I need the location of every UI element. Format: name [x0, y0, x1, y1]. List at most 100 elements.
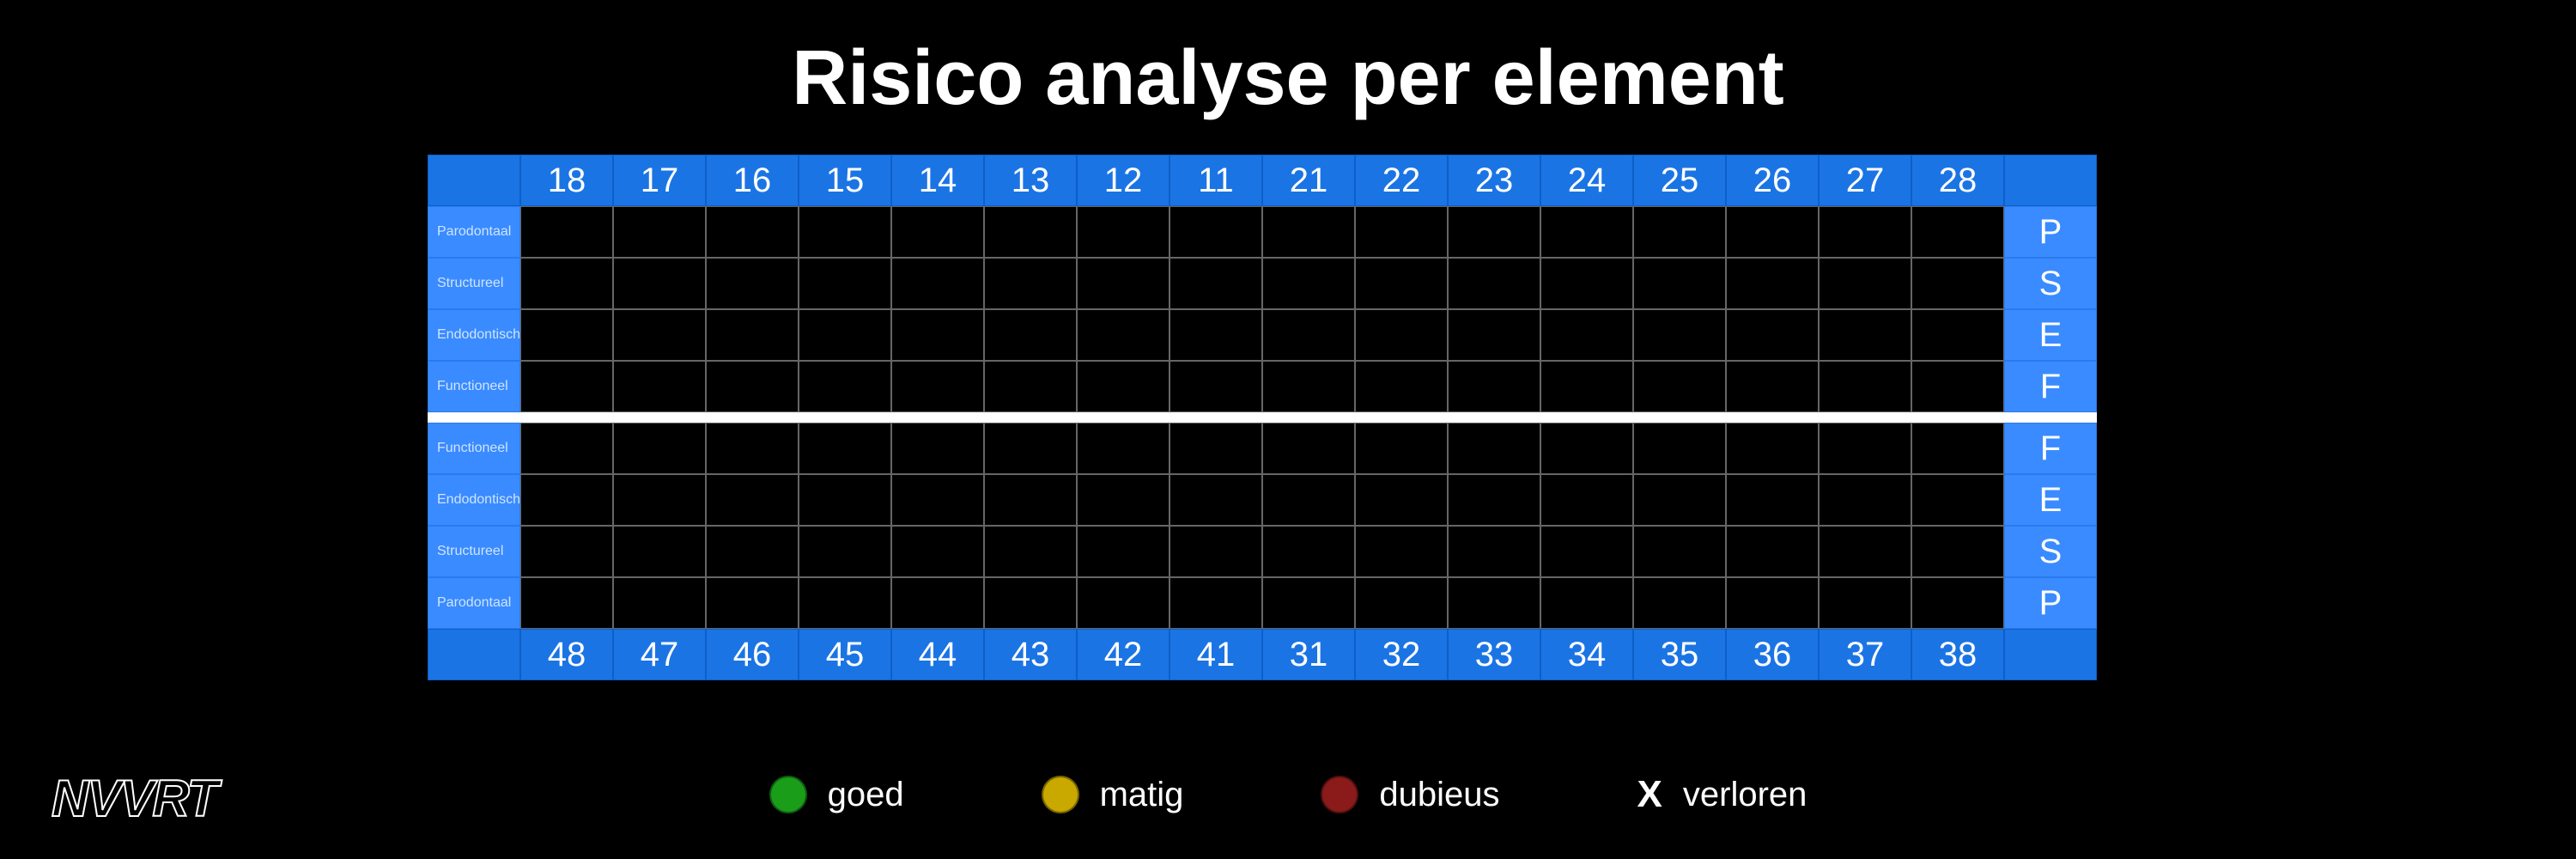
risk-cell[interactable]	[1170, 206, 1262, 258]
risk-cell[interactable]	[1262, 577, 1355, 629]
risk-cell[interactable]	[891, 423, 984, 474]
risk-cell[interactable]	[1077, 577, 1170, 629]
risk-cell[interactable]	[706, 309, 799, 361]
risk-cell[interactable]	[1448, 206, 1540, 258]
risk-cell[interactable]	[706, 474, 799, 526]
risk-cell[interactable]	[1448, 258, 1540, 309]
risk-cell[interactable]	[1726, 361, 1819, 412]
risk-cell[interactable]	[1726, 577, 1819, 629]
risk-cell[interactable]	[984, 423, 1077, 474]
risk-cell[interactable]	[520, 258, 613, 309]
risk-cell[interactable]	[891, 474, 984, 526]
risk-cell[interactable]	[891, 577, 984, 629]
risk-cell[interactable]	[984, 309, 1077, 361]
risk-cell[interactable]	[1448, 474, 1540, 526]
risk-cell[interactable]	[1633, 526, 1726, 577]
risk-cell[interactable]	[1726, 258, 1819, 309]
risk-cell[interactable]	[799, 258, 891, 309]
risk-cell[interactable]	[1726, 206, 1819, 258]
risk-cell[interactable]	[706, 526, 799, 577]
risk-cell[interactable]	[984, 361, 1077, 412]
risk-cell[interactable]	[613, 361, 706, 412]
risk-cell[interactable]	[1262, 258, 1355, 309]
risk-cell[interactable]	[1540, 361, 1633, 412]
risk-cell[interactable]	[1540, 309, 1633, 361]
risk-cell[interactable]	[1448, 309, 1540, 361]
risk-cell[interactable]	[706, 361, 799, 412]
risk-cell[interactable]	[1911, 206, 2004, 258]
risk-cell[interactable]	[1355, 577, 1448, 629]
risk-cell[interactable]	[1911, 309, 2004, 361]
risk-cell[interactable]	[1911, 474, 2004, 526]
risk-cell[interactable]	[1262, 206, 1355, 258]
risk-cell[interactable]	[799, 361, 891, 412]
risk-cell[interactable]	[891, 258, 984, 309]
risk-cell[interactable]	[1077, 361, 1170, 412]
risk-cell[interactable]	[613, 577, 706, 629]
risk-cell[interactable]	[799, 423, 891, 474]
risk-cell[interactable]	[613, 423, 706, 474]
risk-cell[interactable]	[1633, 474, 1726, 526]
risk-cell[interactable]	[891, 526, 984, 577]
risk-cell[interactable]	[1355, 361, 1448, 412]
risk-cell[interactable]	[1633, 258, 1726, 309]
risk-cell[interactable]	[613, 309, 706, 361]
risk-cell[interactable]	[520, 577, 613, 629]
risk-cell[interactable]	[1448, 423, 1540, 474]
risk-cell[interactable]	[1726, 474, 1819, 526]
risk-cell[interactable]	[1819, 258, 1911, 309]
risk-cell[interactable]	[799, 474, 891, 526]
risk-cell[interactable]	[1911, 423, 2004, 474]
risk-cell[interactable]	[1170, 526, 1262, 577]
risk-cell[interactable]	[613, 474, 706, 526]
risk-cell[interactable]	[520, 474, 613, 526]
risk-cell[interactable]	[1911, 577, 2004, 629]
risk-cell[interactable]	[1355, 423, 1448, 474]
risk-cell[interactable]	[1077, 526, 1170, 577]
risk-cell[interactable]	[706, 258, 799, 309]
risk-cell[interactable]	[984, 526, 1077, 577]
risk-cell[interactable]	[1170, 361, 1262, 412]
risk-cell[interactable]	[1077, 474, 1170, 526]
risk-cell[interactable]	[1911, 526, 2004, 577]
risk-cell[interactable]	[706, 423, 799, 474]
risk-cell[interactable]	[799, 577, 891, 629]
risk-cell[interactable]	[1077, 309, 1170, 361]
risk-cell[interactable]	[613, 206, 706, 258]
risk-cell[interactable]	[984, 206, 1077, 258]
risk-cell[interactable]	[1448, 577, 1540, 629]
risk-cell[interactable]	[1170, 577, 1262, 629]
risk-cell[interactable]	[520, 526, 613, 577]
risk-cell[interactable]	[1540, 526, 1633, 577]
risk-cell[interactable]	[799, 526, 891, 577]
risk-cell[interactable]	[984, 474, 1077, 526]
risk-cell[interactable]	[1355, 526, 1448, 577]
risk-cell[interactable]	[1819, 526, 1911, 577]
risk-cell[interactable]	[1633, 361, 1726, 412]
risk-cell[interactable]	[799, 206, 891, 258]
risk-cell[interactable]	[1633, 206, 1726, 258]
risk-cell[interactable]	[891, 309, 984, 361]
risk-cell[interactable]	[1077, 206, 1170, 258]
risk-cell[interactable]	[1077, 258, 1170, 309]
risk-cell[interactable]	[520, 309, 613, 361]
risk-cell[interactable]	[520, 206, 613, 258]
risk-cell[interactable]	[1911, 258, 2004, 309]
risk-cell[interactable]	[1726, 526, 1819, 577]
risk-cell[interactable]	[1819, 577, 1911, 629]
risk-cell[interactable]	[1633, 577, 1726, 629]
risk-cell[interactable]	[1170, 474, 1262, 526]
risk-cell[interactable]	[1355, 206, 1448, 258]
risk-cell[interactable]	[1262, 423, 1355, 474]
risk-cell[interactable]	[1911, 361, 2004, 412]
risk-cell[interactable]	[1819, 361, 1911, 412]
risk-cell[interactable]	[799, 309, 891, 361]
risk-cell[interactable]	[1819, 309, 1911, 361]
risk-cell[interactable]	[1633, 423, 1726, 474]
risk-cell[interactable]	[1355, 309, 1448, 361]
risk-cell[interactable]	[520, 361, 613, 412]
risk-cell[interactable]	[1819, 206, 1911, 258]
risk-cell[interactable]	[891, 206, 984, 258]
risk-cell[interactable]	[1540, 577, 1633, 629]
risk-cell[interactable]	[1726, 423, 1819, 474]
